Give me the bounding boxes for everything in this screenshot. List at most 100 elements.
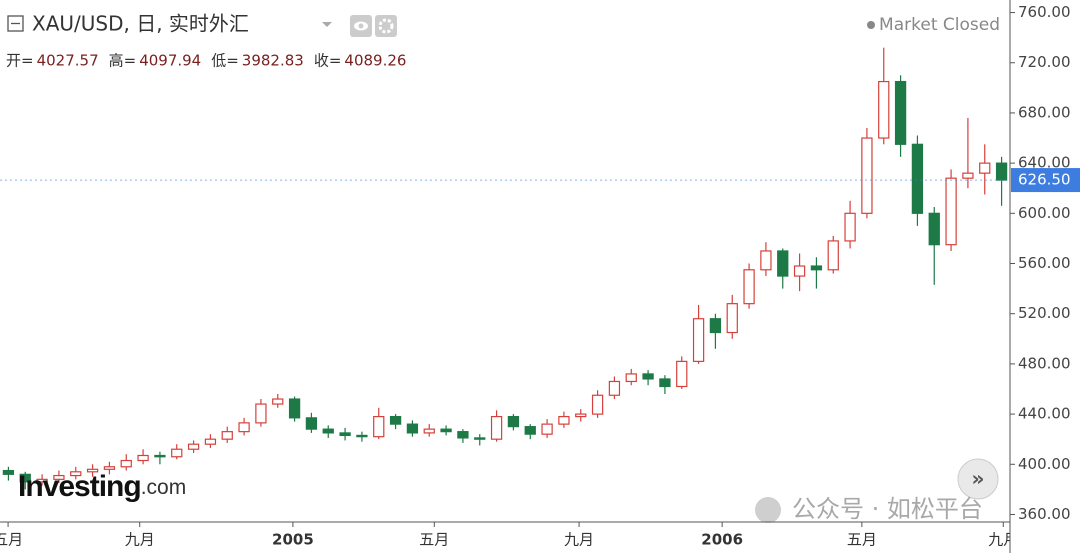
dropdown-arrow[interactable] (322, 22, 332, 27)
status-dot (867, 21, 875, 29)
candle-body (642, 373, 654, 380)
y-tick-label: 480.00 (1018, 354, 1071, 372)
x-tick-label: 九月 (564, 531, 594, 549)
candle-body (389, 415, 402, 425)
candle-body (541, 423, 553, 435)
candle-body (793, 265, 806, 277)
y-tick-label: 560.00 (1018, 254, 1071, 272)
y-tick-label: 400.00 (1018, 455, 1071, 473)
candle-body (827, 240, 839, 271)
candle-body (120, 459, 132, 468)
y-tick-label: 600.00 (1018, 204, 1071, 222)
candle-body (339, 432, 351, 437)
eye-pupil (358, 23, 364, 29)
candle-body (894, 80, 907, 145)
candle-body (979, 162, 991, 174)
x-tick-label: 九月 (125, 531, 155, 549)
candle-body (19, 473, 31, 483)
logo-suffix: .com (141, 476, 187, 499)
candle-body (322, 428, 334, 434)
candle-body (221, 431, 233, 440)
candle-body (490, 415, 503, 440)
y-tick-label: 760.00 (1018, 3, 1071, 21)
candle-body (625, 373, 637, 383)
ohlc-label: 高= (109, 52, 137, 70)
candle-body (995, 162, 1008, 181)
candle-body (760, 250, 772, 271)
x-tick-label: 2005 (272, 531, 314, 549)
candle-body (911, 143, 924, 214)
candle-body (305, 417, 318, 430)
candle-body (507, 415, 520, 428)
y-tick-label: 720.00 (1018, 53, 1071, 71)
candle-body (945, 177, 957, 246)
chart-title: XAU/USD, 日, 实时外汇 (32, 12, 249, 36)
candle-body (591, 394, 604, 415)
candle-body (676, 360, 688, 388)
candle-body (558, 415, 570, 425)
market-status: Market Closed (879, 15, 1000, 35)
candle-body (928, 212, 940, 246)
candle-body (2, 469, 15, 475)
candle-body (406, 423, 419, 434)
candle-body (962, 172, 974, 179)
settings-button[interactable] (375, 15, 397, 37)
watermark-icon (755, 497, 781, 523)
candle-body (608, 380, 621, 396)
candle-body (810, 265, 823, 271)
scroll-button[interactable] (957, 458, 999, 500)
y-tick-label: 440.00 (1018, 405, 1071, 423)
scroll-icon: » (972, 467, 985, 491)
candle-body (137, 454, 149, 462)
watermark: 公众号 · 如松平台 (792, 495, 983, 523)
candle-body (204, 438, 217, 445)
ohlc-value: 4097.94 (139, 52, 201, 70)
candle-body (844, 212, 856, 242)
plot-area (0, 47, 1010, 490)
candle-body (103, 466, 116, 470)
candle-body (53, 474, 65, 480)
candle-body (709, 318, 722, 334)
candle-body (878, 80, 890, 139)
candle-body (171, 448, 183, 458)
candle-body (474, 437, 486, 440)
candle-body (659, 378, 671, 388)
candle-body (70, 471, 82, 477)
x-tick-label: 五月 (847, 531, 877, 549)
ohlc-label: 开= (6, 52, 34, 70)
ohlc-header: 开= 4027.57 高= 4097.94 低= 3982.83 收= 4089.26 (6, 52, 406, 70)
collapse-icon[interactable] (7, 15, 24, 32)
candle-body (36, 478, 48, 483)
candle-body (575, 413, 587, 418)
candle-body (457, 431, 469, 439)
candle-body (86, 468, 99, 473)
y-tick-label: 680.00 (1018, 103, 1071, 121)
ohlc-label: 收= (314, 52, 342, 70)
candle-body (524, 426, 536, 435)
candle-body (238, 422, 250, 433)
candle-body (356, 434, 368, 438)
y-axis-panel (1010, 0, 1080, 553)
candle-body (288, 398, 301, 419)
candle-body (255, 403, 267, 424)
candle-body (154, 454, 166, 458)
candle-body (726, 303, 738, 334)
candle-body (423, 428, 435, 434)
last-price-tag (1011, 168, 1080, 193)
ohlc-value: 3982.83 (242, 52, 304, 70)
last-price-label: 626.50 (1018, 171, 1071, 189)
x-tick-label: 五月 (0, 531, 23, 549)
candle-body (777, 250, 789, 277)
x-tick-label: 2006 (701, 531, 743, 549)
candle-body (272, 398, 284, 405)
ohlc-value: 4089.26 (344, 52, 406, 70)
gear-icon (378, 18, 394, 34)
ohlc-value: 4027.57 (37, 52, 99, 70)
candle-body (373, 415, 385, 438)
logo-brand: Investing (18, 470, 141, 503)
candle-body (743, 269, 755, 305)
ohlc-label: 低= (211, 52, 239, 70)
